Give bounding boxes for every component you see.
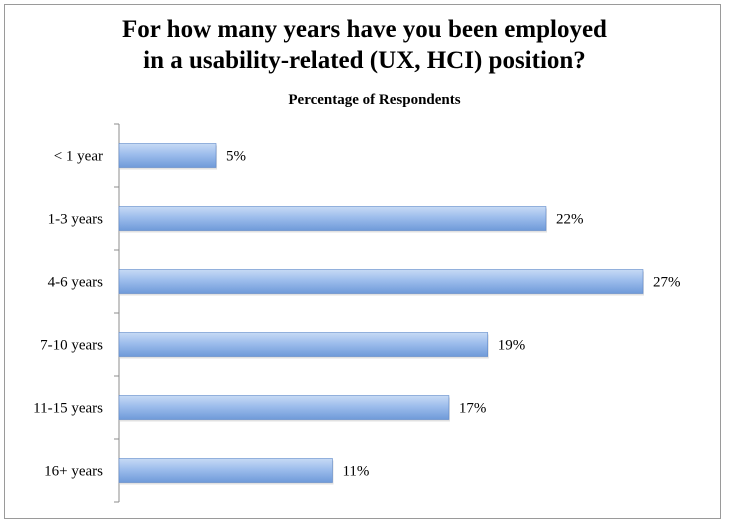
- value-label: 11%: [342, 464, 369, 480]
- chart-title-line-1: For how many years have you been employe…: [122, 16, 607, 43]
- category-label: 16+ years: [44, 464, 103, 480]
- bar-3: [118, 269, 644, 294]
- bar-2: [118, 206, 547, 231]
- value-label: 22%: [556, 212, 584, 228]
- category-label: 1-3 years: [48, 212, 104, 228]
- value-label: 27%: [653, 275, 681, 291]
- value-label: 17%: [459, 401, 487, 417]
- category-label: 11-15 years: [33, 401, 103, 417]
- category-label: < 1 year: [54, 149, 103, 165]
- chart-title-line-2: in a usability-related (UX, HCI) positio…: [143, 47, 586, 74]
- bar-1: [118, 143, 217, 168]
- chart-frame: [4, 4, 721, 519]
- category-label: 7-10 years: [40, 338, 103, 354]
- category-label: 4-6 years: [48, 275, 104, 291]
- bar-6: [118, 458, 333, 483]
- bar-5: [118, 395, 450, 420]
- bar-4: [118, 332, 489, 357]
- value-label: 19%: [498, 338, 525, 354]
- chart-title: For how many years have you been employe…: [0, 14, 729, 76]
- value-label: 5%: [226, 149, 246, 165]
- chart-subtitle: Percentage of Respondents: [288, 92, 461, 108]
